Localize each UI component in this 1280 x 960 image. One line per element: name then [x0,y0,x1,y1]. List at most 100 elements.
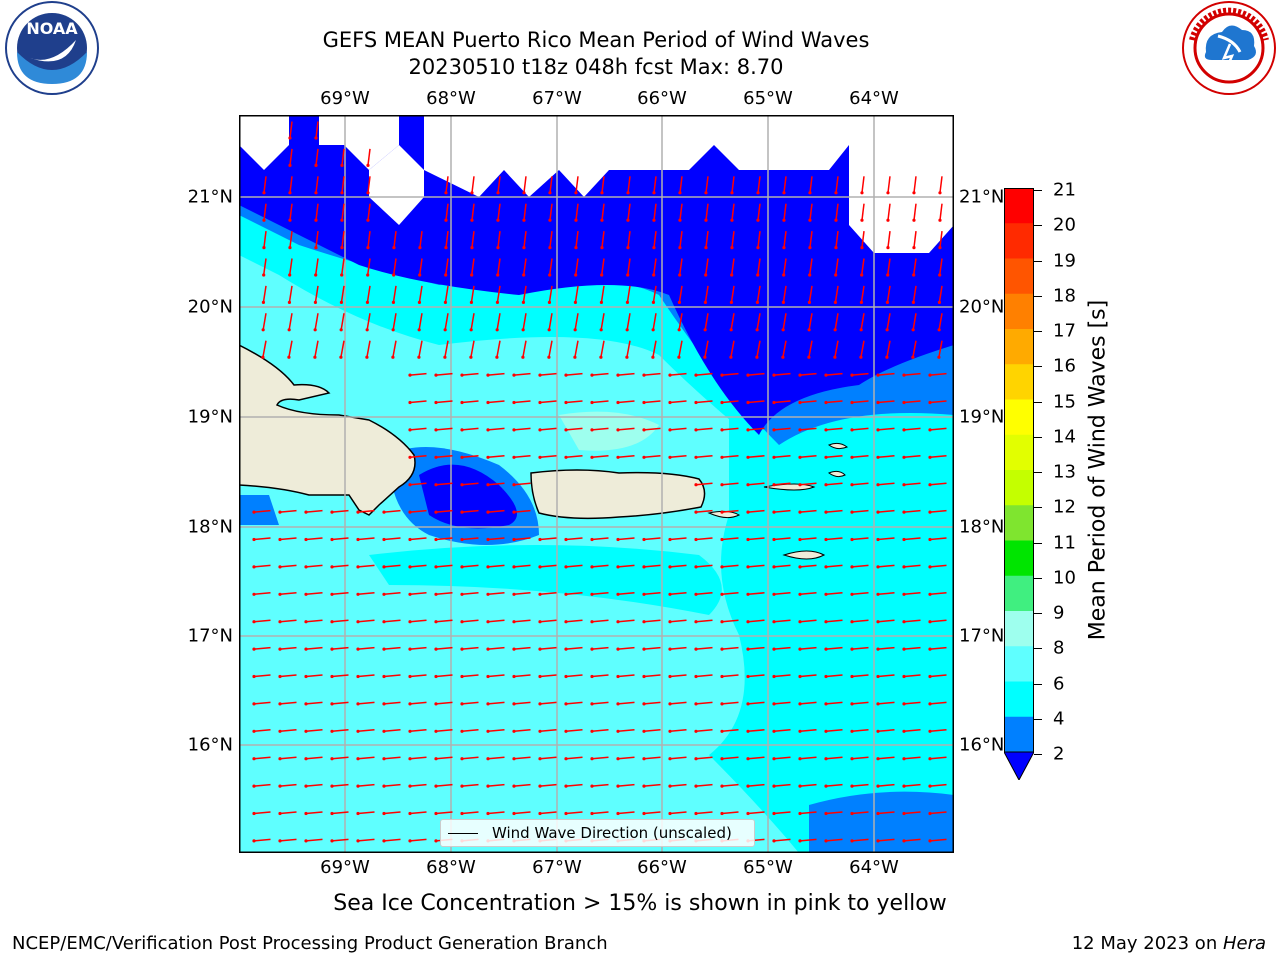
wave-direction-arrowhead [434,811,438,816]
wave-direction-arrowhead [798,483,802,487]
wave-direction-arrow [591,592,609,596]
wave-direction-arrow [903,783,921,787]
wave-direction-arrow [929,729,947,733]
wave-direction-arrowhead [772,592,776,596]
colorbar-tick-label: 19 [1053,250,1076,271]
wave-direction-arrowhead [694,620,698,624]
wave-direction-arrow [331,783,349,787]
wave-direction-arrowhead [278,757,282,761]
wave-direction-arrow [825,537,843,541]
wave-direction-arrowhead [314,191,318,195]
wave-direction-arrowhead [824,537,828,542]
wave-direction-arrow [886,340,891,358]
noaa-logo: NOAA [5,1,99,95]
wave-direction-arrowhead [366,246,370,250]
wave-direction-arrowhead [694,811,698,816]
vieques-island [707,510,741,519]
wave-direction-arrow [513,400,531,404]
wave-direction-arrow [808,258,813,276]
wave-direction-arrow [383,701,401,705]
wave-direction-arrowhead [652,218,656,222]
wave-direction-arrow [513,564,531,568]
wave-direction-arrow [860,285,865,303]
wave-direction-arrow [279,674,297,678]
wave-direction-arrowhead [720,537,724,542]
wave-direction-arrowhead [902,400,906,405]
wave-direction-arrowhead [902,373,906,377]
wave-direction-arrow [825,455,843,459]
wave-direction-arrowhead [746,455,750,459]
puerto-rico-landmass [530,469,706,520]
wave-direction-arrow [782,313,787,330]
wave-direction-arrowhead [746,811,750,816]
wave-direction-arrowhead [287,328,291,332]
wave-direction-arrowhead [616,620,620,624]
wave-direction-arrowhead [434,702,438,706]
anegada-island [827,442,849,450]
wave-direction-arrow [617,564,635,568]
wave-direction-arrowhead [460,647,464,651]
colorbar-tick [1034,436,1042,438]
wave-direction-arrow [253,756,271,760]
wave-direction-arrow [773,646,791,650]
wave-direction-arrowhead [834,246,838,250]
wave-direction-arrowhead [824,757,828,761]
wave-direction-arrowhead [288,218,292,222]
wave-direction-arrowhead [252,647,256,651]
wave-direction-arrowhead [668,428,672,432]
wave-direction-arrowhead [574,218,578,222]
wave-direction-arrow [773,564,791,568]
wave-direction-arrow [877,674,895,678]
wave-direction-arrowhead [625,328,629,332]
wave-direction-arrow [669,783,687,787]
wave-direction-arrowhead [469,355,473,359]
wave-direction-arrowhead [538,565,542,569]
wave-direction-arrow [799,400,817,404]
wave-direction-arrow [409,619,427,623]
wave-direction-arrow [747,646,765,650]
wave-direction-arrow [903,509,921,513]
wave-direction-arrow [903,674,921,678]
wave-direction-arrowhead [677,328,681,332]
wave-direction-arrow [253,592,271,596]
wave-direction-arrowhead [408,510,412,514]
wave-direction-arrowhead [824,811,828,816]
wave-direction-arrowhead [798,592,802,596]
wave-direction-arrow [263,231,267,248]
wave-direction-arrow [721,674,739,678]
wave-direction-arrow [903,811,921,815]
wave-direction-arrowhead [486,428,490,432]
wave-direction-arrowhead [928,620,932,624]
wave-direction-arrow [279,838,297,842]
wave-direction-arrowhead [356,674,360,679]
wave-direction-arrowhead [417,328,421,332]
wave-direction-arrowhead [538,674,542,679]
wave-direction-arrow [782,258,787,276]
wave-direction-arrowhead [382,729,386,733]
wave-direction-arrowhead [314,246,318,250]
wave-direction-arrow [678,313,683,330]
wave-direction-arrow [409,400,427,404]
wave-direction-arrowhead [573,300,578,304]
colorbar-title: Mean Period of Wind Waves [s] [1085,299,1111,641]
wave-direction-arrow [288,313,293,330]
wave-direction-arrow [445,176,449,193]
wave-direction-arrow [435,564,453,568]
wave-direction-arrowhead [781,300,786,304]
wave-direction-arrow [695,729,713,733]
colorbar-bin [1004,329,1034,365]
wave-direction-arrow [419,231,423,248]
wave-direction-arrowhead [486,620,490,624]
wave-direction-arrow [669,537,687,541]
wave-direction-arrowhead [512,428,516,432]
wave-direction-arrowhead [252,702,256,706]
wave-direction-arrow [669,701,687,705]
wave-direction-arrow [747,427,765,431]
wave-direction-arrowhead [262,246,266,250]
wave-direction-arrowhead [538,428,542,432]
wave-direction-arrowhead [616,428,620,432]
wave-direction-arrowhead [720,592,724,596]
wave-direction-arrowhead [677,300,682,304]
wave-direction-arrow [626,258,631,276]
wave-direction-arrow [756,258,761,276]
